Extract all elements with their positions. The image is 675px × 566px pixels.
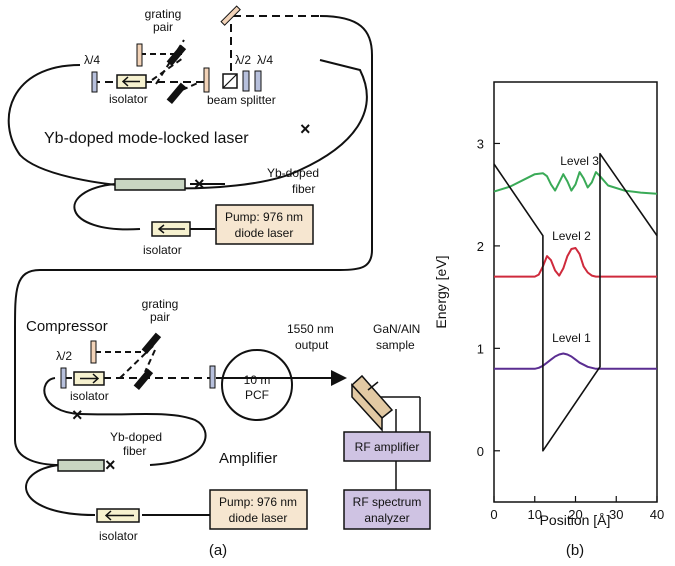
pcf-coil <box>221 349 293 421</box>
chart-series <box>493 152 658 452</box>
laser-quarter-waveplate-right <box>254 70 262 92</box>
rf-amplifier-box <box>343 431 431 462</box>
y-tick-label: 3 <box>477 136 484 151</box>
series-level-1 <box>494 352 657 370</box>
amp-isolator-top <box>73 371 105 386</box>
x-tick-label: 10 <box>528 507 542 522</box>
amplifier-label: Amplifier <box>219 450 277 467</box>
level-label: Level 3 <box>560 154 599 168</box>
y-tick-label: 0 <box>477 444 484 459</box>
amp-isolator-top-label: isolator <box>70 389 109 403</box>
amp-mirror <box>90 340 97 364</box>
amp-isolator-bottom-label: isolator <box>99 529 138 543</box>
laser-splice-mark: × <box>300 119 311 139</box>
amp-pump-box <box>209 489 308 530</box>
amp-splice-mark: × <box>105 455 116 475</box>
amp-fiber-lower-loop <box>25 464 96 516</box>
laser-splice-mark: × <box>194 174 205 194</box>
laser-quarter-wave-label-right: λ/4 <box>257 53 273 67</box>
amp-splice-mark: × <box>72 405 83 425</box>
beam-splitter-cube <box>222 73 238 89</box>
laser-yb-fiber-segment <box>114 178 186 191</box>
sample-label-1: GaN/AlN <box>373 322 420 336</box>
x-tick-label: 20 <box>568 507 582 522</box>
laser-quarter-waveplate-left <box>91 71 98 93</box>
level-label: Level 2 <box>552 229 591 243</box>
x-tick-label: 0 <box>490 507 497 522</box>
y-tick-label: 1 <box>477 341 484 356</box>
rf-spectrum-label-2: analyzer <box>364 511 409 525</box>
series-level-2 <box>494 247 657 278</box>
panel-b-caption: (b) <box>566 542 584 559</box>
chart-frame <box>493 81 658 503</box>
output-label-1: 1550 nm <box>287 322 334 336</box>
potential-profile-line <box>493 152 658 452</box>
rf-spectrum-analyzer-box <box>343 489 431 530</box>
pcf-label-1: 10 m <box>244 373 271 387</box>
compressor-label: Compressor <box>26 318 108 335</box>
x-axis-label: Position [Å] <box>540 512 611 528</box>
rf-amplifier-label: RF amplifier <box>355 440 420 454</box>
laser-isolator-bottom <box>151 221 191 237</box>
y-axis-label: Energy [eV] <box>433 255 449 328</box>
laser-grating-2 <box>166 82 187 104</box>
laser-isolator-top-label: isolator <box>109 92 148 106</box>
beam-splitter-label: beam splitter <box>207 93 276 107</box>
x-tick-label: 40 <box>650 507 664 522</box>
laser-fiber-lower-loop <box>73 183 141 231</box>
gan-sample <box>350 374 394 432</box>
series-level-3 <box>493 171 658 195</box>
x-tick-label: 30 <box>609 507 623 522</box>
amp-fiber-loop <box>43 377 207 466</box>
output-label-2: output <box>295 338 329 352</box>
laser-mirror-a <box>136 43 143 67</box>
level-label: Level 1 <box>552 331 591 345</box>
laser-pump-label-1: Pump: 976 nm <box>225 210 303 224</box>
level-labels: Level 3 Level 2 Level 1 <box>552 154 599 345</box>
laser-isolator-top <box>116 74 147 89</box>
pcf-label-2: PCF <box>245 388 269 402</box>
energy-level-chart: 0 1 2 3 0 10 20 30 40 Level 3 Level 2 Level 1 Ene… <box>433 81 664 528</box>
amp-half-wave-label: λ/2 <box>56 349 72 363</box>
amp-yb-fiber-segment <box>57 459 105 472</box>
amp-grating-pair-label-2: pair <box>150 310 170 324</box>
laser-half-waveplate <box>242 70 250 92</box>
y-ticks: 0 1 2 3 <box>477 136 500 459</box>
laser-title: Yb-doped mode-locked laser <box>44 130 249 147</box>
rf-spectrum-label-1: RF spectrum <box>353 495 422 509</box>
amp-pump-label-2: diode laser <box>229 511 288 525</box>
laser-mirror-b <box>203 67 210 93</box>
laser-grating-1 <box>166 44 187 66</box>
amp-waveplate-right <box>209 365 216 389</box>
amp-grating-2 <box>133 368 154 390</box>
laser-fiber-label-1: Yb-doped <box>267 166 319 180</box>
amp-half-waveplate <box>60 367 67 389</box>
amplifier-diagram: × × Compressor grating pair 1550 nm outp… <box>14 297 431 543</box>
laser-quarter-wave-label-left: λ/4 <box>84 53 100 67</box>
amp-pump-label-1: Pump: 976 nm <box>219 495 297 509</box>
amp-grating-1 <box>141 332 162 354</box>
mode-locked-laser-diagram: × × grating pair λ/4 isolator λ/2 λ/4 be… <box>7 5 373 331</box>
laser-mirror-top <box>220 5 241 26</box>
x-ticks: 0 10 20 30 40 <box>490 496 664 522</box>
laser-grating-pair-label-2: pair <box>153 20 173 34</box>
amp-isolator-bottom <box>96 508 140 523</box>
y-tick-label: 2 <box>477 239 484 254</box>
laser-half-wave-label: λ/2 <box>235 53 251 67</box>
laser-pump-box <box>215 204 314 245</box>
laser-grating-pair-label-1: grating <box>145 7 182 21</box>
amp-fiber-label-1: Yb-doped <box>110 430 162 444</box>
sample-label-2: sample <box>376 338 415 352</box>
laser-fiber-label-2: fiber <box>292 182 315 196</box>
panel-a-caption: (a) <box>209 542 227 559</box>
amp-grating-pair-label-1: grating <box>142 297 179 311</box>
amp-fiber-label-2: fiber <box>123 444 146 458</box>
laser-pump-label-2: diode laser <box>235 226 294 240</box>
laser-isolator-bottom-label: isolator <box>143 243 182 257</box>
